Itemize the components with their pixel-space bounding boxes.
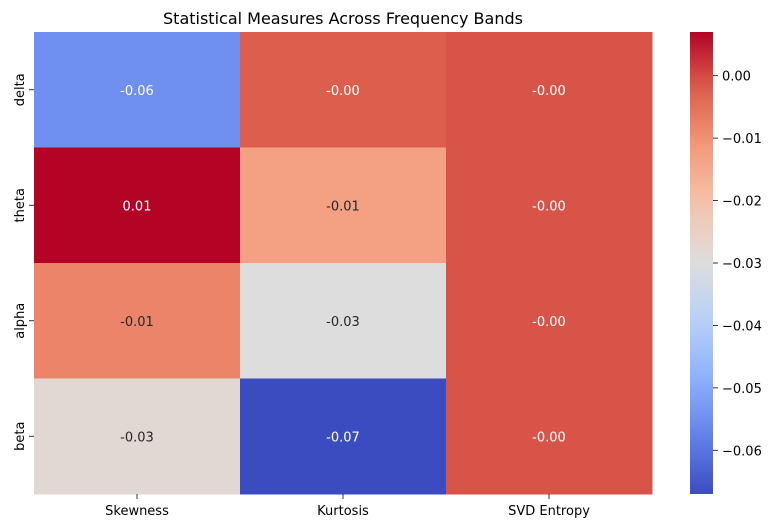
heatmap-cell <box>34 32 241 148</box>
heatmap-cell <box>446 378 653 495</box>
colorbar-tick-label: −0.04 <box>722 319 762 334</box>
heatmap-cell <box>34 378 241 495</box>
heatmap-cells <box>34 32 653 495</box>
heatmap-cell <box>240 147 447 264</box>
cell-label: -0.00 <box>532 315 566 330</box>
heatmap-cell <box>240 263 447 379</box>
heatmap-cell <box>446 147 653 264</box>
heatmap-cell <box>240 32 447 148</box>
heatmap-cell <box>446 263 653 379</box>
cell-label: -0.00 <box>532 84 566 99</box>
cell-label: -0.00 <box>532 199 566 214</box>
colorbar-tick-label: 0.00 <box>722 70 751 85</box>
heatmap-cell <box>240 378 447 495</box>
colorbar-ticks: 0.00 −0.01 −0.02 −0.03 −0.04 −0.05 −0.06 <box>713 70 762 459</box>
colorbar-tick-label: −0.03 <box>722 257 762 272</box>
x-tick-label: SVD Entropy <box>508 504 590 519</box>
cell-label: -0.03 <box>326 315 360 330</box>
colorbar-tick-label: −0.01 <box>722 132 762 147</box>
cell-label: -0.00 <box>532 430 566 445</box>
cell-labels: -0.06 -0.00 -0.00 0.01 -0.01 -0.00 -0.01 -0.03 -… <box>120 84 566 446</box>
heatmap-cell <box>446 32 653 148</box>
heatmap-cell <box>34 147 241 264</box>
x-tick-label: Kurtosis <box>317 504 369 519</box>
y-tick-label: alpha <box>13 303 28 339</box>
cell-label: -0.06 <box>120 84 154 99</box>
y-axis: delta theta alpha beta <box>13 73 34 451</box>
cell-label: -0.01 <box>120 315 154 330</box>
cell-label: -0.03 <box>120 430 154 445</box>
cell-label: -0.01 <box>326 199 360 214</box>
colorbar-tick-label: −0.02 <box>722 195 762 210</box>
colorbar-tick-label: −0.06 <box>722 444 762 459</box>
chart-title: Statistical Measures Across Frequency Ba… <box>163 9 523 28</box>
heatmap-cell <box>34 263 241 379</box>
colorbar <box>690 32 713 494</box>
colorbar-tick-label: −0.05 <box>722 382 762 397</box>
x-tick-label: Skewness <box>105 504 169 519</box>
y-tick-label: theta <box>13 188 28 222</box>
x-axis: Skewness Kurtosis SVD Entropy <box>105 494 590 519</box>
y-tick-label: beta <box>13 422 28 451</box>
cell-label: -0.00 <box>326 84 360 99</box>
cell-label: 0.01 <box>123 199 152 214</box>
y-tick-label: delta <box>13 73 28 106</box>
cell-label: -0.07 <box>326 430 360 445</box>
